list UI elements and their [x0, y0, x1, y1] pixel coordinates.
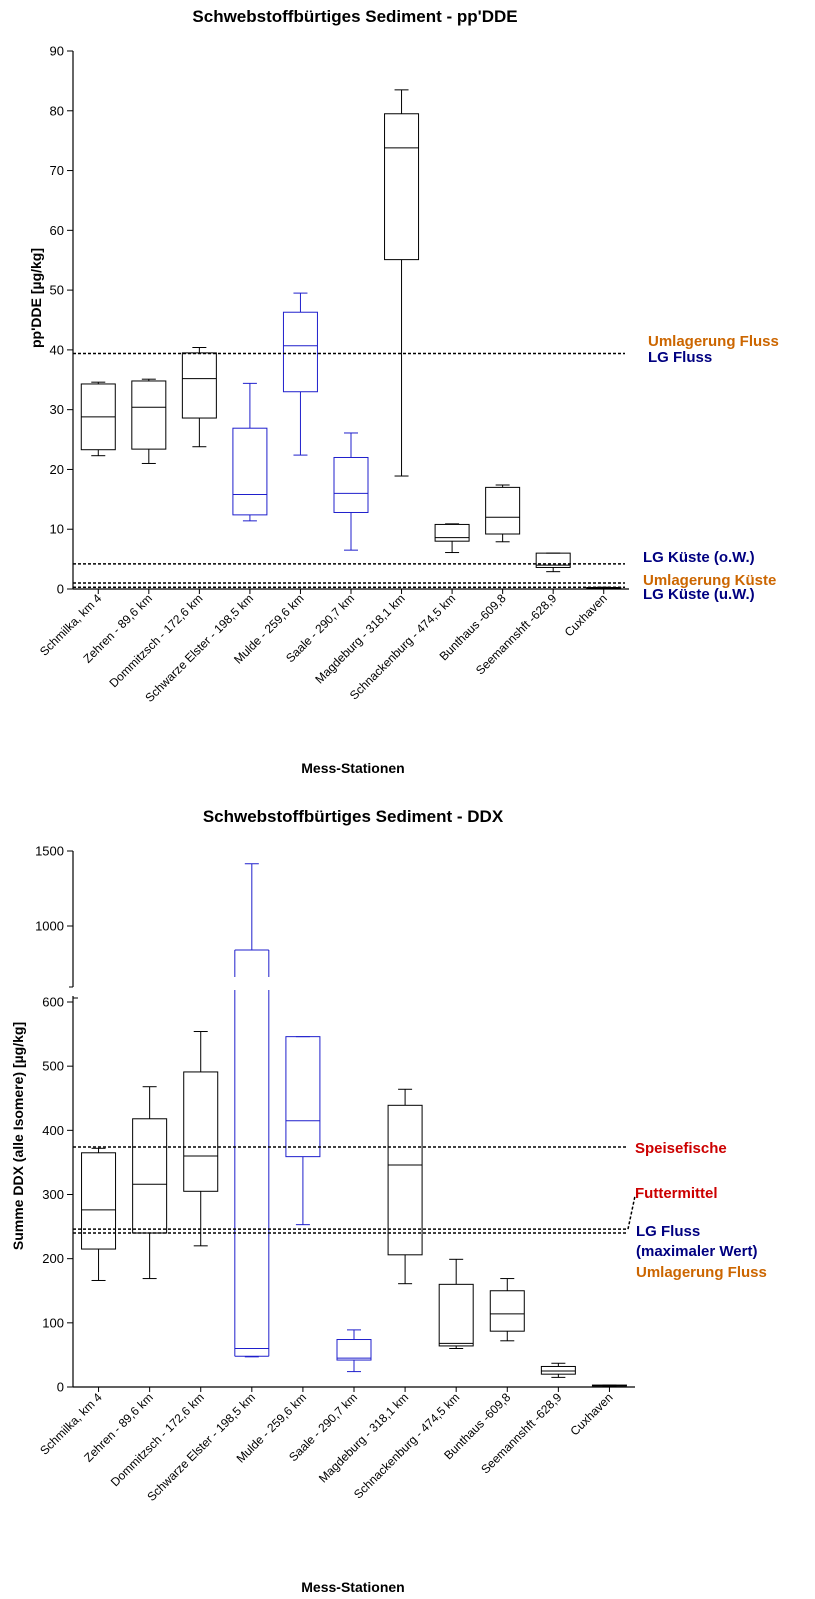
- chart2-box: [438, 1283, 474, 1347]
- chart2-reference-label: (maximaler Wert): [636, 1243, 757, 1260]
- chart1-reference-label: Umlagerung Küste: [643, 572, 776, 589]
- chart2-ylabel: Summe DDX (alle Isomere) [µg/kg]: [10, 1022, 26, 1250]
- chart2-ytick-label: 600: [42, 995, 64, 1010]
- chart1-xlabel: Mess-Stationen: [301, 760, 404, 776]
- chart2-box: [336, 1339, 372, 1361]
- chart1-box: [384, 113, 420, 261]
- chart2-reference-label: Speisefische: [635, 1140, 727, 1157]
- chart2-title: Schwebstoffbürtiges Sediment - DDX: [203, 807, 504, 826]
- chart1-category-label: Cuxhaven: [562, 591, 610, 639]
- chart1-ytick-label: 50: [50, 283, 64, 298]
- chart1-ytick-label: 60: [50, 223, 64, 238]
- chart1-category-label: Dommitzsch - 172,6 km: [106, 591, 205, 690]
- chart1-box: [181, 352, 217, 419]
- chart1-box: [232, 427, 268, 516]
- chart2-ytick-label: 1500: [35, 844, 64, 859]
- chart1-box: [434, 523, 470, 542]
- chart1-ylabel: pp'DDE [µg/kg]: [28, 248, 44, 348]
- chart2-category-label: Schnackenburg - 474,5 km: [351, 1390, 462, 1501]
- chart1-reference-label: LG Küste (o.W.): [643, 549, 755, 566]
- chart1-ytick-label: 0: [57, 582, 64, 597]
- chart2-box: [183, 1071, 219, 1192]
- chart1-reference-label: LG Küste (u.W.): [643, 586, 755, 603]
- chart2-category-label: Magdeburg - 318,1 km: [316, 1390, 411, 1485]
- chart1-title: Schwebstoffbürtiges Sediment - pp'DDE: [192, 7, 517, 26]
- chart1-category-label: Schnackenburg - 474,5 km: [347, 591, 458, 702]
- chart2-reference-label: LG Fluss: [636, 1223, 700, 1240]
- chart2-box: [387, 1104, 423, 1256]
- chart1-ytick-label: 20: [50, 462, 64, 477]
- chart2-ytick-label: 400: [42, 1123, 64, 1138]
- chart1-box: [333, 456, 369, 513]
- chart2-ytick-label: 300: [42, 1187, 64, 1202]
- chart1-box: [282, 311, 318, 393]
- chart2-box: [81, 1152, 117, 1250]
- chart1-category-label: Magdeburg - 318,1 km: [312, 591, 407, 686]
- chart2-box: [132, 1118, 168, 1234]
- chart2-ytick-label: 0: [57, 1380, 64, 1395]
- chart2-reference-leader: [627, 1195, 636, 1230]
- chart1-ytick-label: 80: [50, 103, 64, 118]
- chart1-reference-label: Umlagerung Fluss: [648, 333, 779, 350]
- chart1-ytick-label: 70: [50, 163, 64, 178]
- chart2-reference-label: Futtermittel: [635, 1185, 718, 1202]
- chart2-box: [540, 1365, 576, 1375]
- chart2-ytick-label: 100: [42, 1315, 64, 1330]
- chart1-box: [535, 552, 571, 568]
- chart2-ytick-label: 500: [42, 1059, 64, 1074]
- chart2-box: [285, 1036, 321, 1158]
- chart2-category-label: Cuxhaven: [567, 1390, 615, 1438]
- chart1-ytick-label: 30: [50, 402, 64, 417]
- chart2-category-label: Dommitzsch - 172,6 km: [108, 1390, 207, 1489]
- chart2-reference-label: Umlagerung Fluss: [636, 1264, 767, 1281]
- chart2-category-label: Schwarze Elster - 198,5 km: [144, 1390, 258, 1504]
- chart1-ytick-label: 10: [50, 522, 64, 537]
- chart1-reference-label: LG Fluss: [648, 349, 712, 366]
- chart2-xlabel: Mess-Stationen: [301, 1579, 404, 1595]
- chart1-ytick-label: 90: [50, 44, 64, 59]
- chart2-ytick-label: 1000: [35, 919, 64, 934]
- chart2-box: [489, 1290, 525, 1332]
- chart1-box: [485, 486, 521, 535]
- chart1-box: [131, 380, 167, 450]
- chart2-ytick-label: 200: [42, 1251, 64, 1266]
- chart1-ytick-label: 40: [50, 342, 64, 357]
